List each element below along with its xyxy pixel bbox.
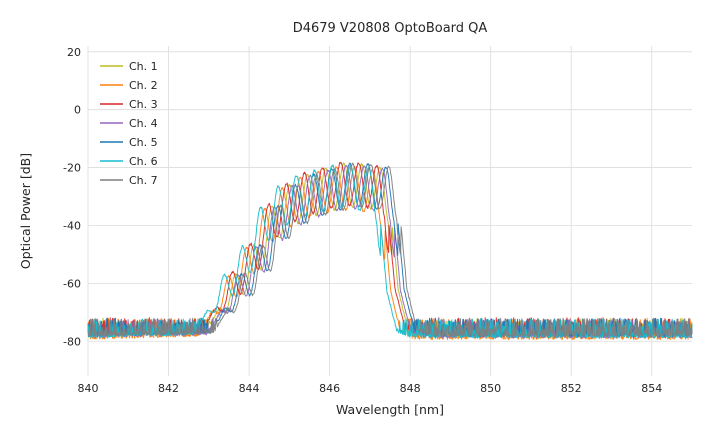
x-tick-label: 846 [319,382,340,395]
x-tick-label: 848 [400,382,421,395]
x-axis-label: Wavelength [nm] [336,402,444,417]
chart-title: D4679 V20808 OptoBoard QA [293,21,488,36]
x-tick-label: 852 [561,382,582,395]
legend-item: Ch. 7 [100,174,158,187]
y-tick-label: -40 [63,219,81,232]
x-tick-label: 854 [641,382,662,395]
x-tick-label: 850 [480,382,501,395]
y-axis-label: Optical Power [dB] [18,153,33,269]
legend-item: Ch. 1 [100,60,158,73]
x-tick-label: 842 [158,382,179,395]
series-line-7 [87,162,693,338]
legend-item: Ch. 2 [100,79,158,92]
tick-labels: 840 842 844 846 848 850 852 854 20 0 -20 -40 -60 -80 [63,46,662,395]
legend-item: Ch. 4 [100,117,158,130]
y-tick-label: -60 [63,277,81,290]
legend-label: Ch. 2 [129,79,158,92]
x-tick-label: 840 [78,382,99,395]
y-tick-label: -80 [63,335,81,348]
y-tick-label: -20 [63,162,81,175]
legend: Ch. 1 Ch. 2 Ch. 3 Ch. 4 Ch. 5 Ch. 6 Ch. 7 [100,60,158,187]
series-group [87,161,693,340]
legend-label: Ch. 4 [129,117,158,130]
legend-label: Ch. 3 [129,98,158,111]
y-tick-label: 20 [67,46,81,59]
legend-item: Ch. 3 [100,98,158,111]
y-tick-label: 0 [74,104,81,117]
x-tick-label: 844 [239,382,260,395]
legend-item: Ch. 6 [100,155,158,168]
legend-label: Ch. 6 [129,155,158,168]
legend-label: Ch. 5 [129,136,158,149]
legend-label: Ch. 7 [129,174,158,187]
legend-label: Ch. 1 [129,60,158,73]
legend-item: Ch. 5 [100,136,158,149]
